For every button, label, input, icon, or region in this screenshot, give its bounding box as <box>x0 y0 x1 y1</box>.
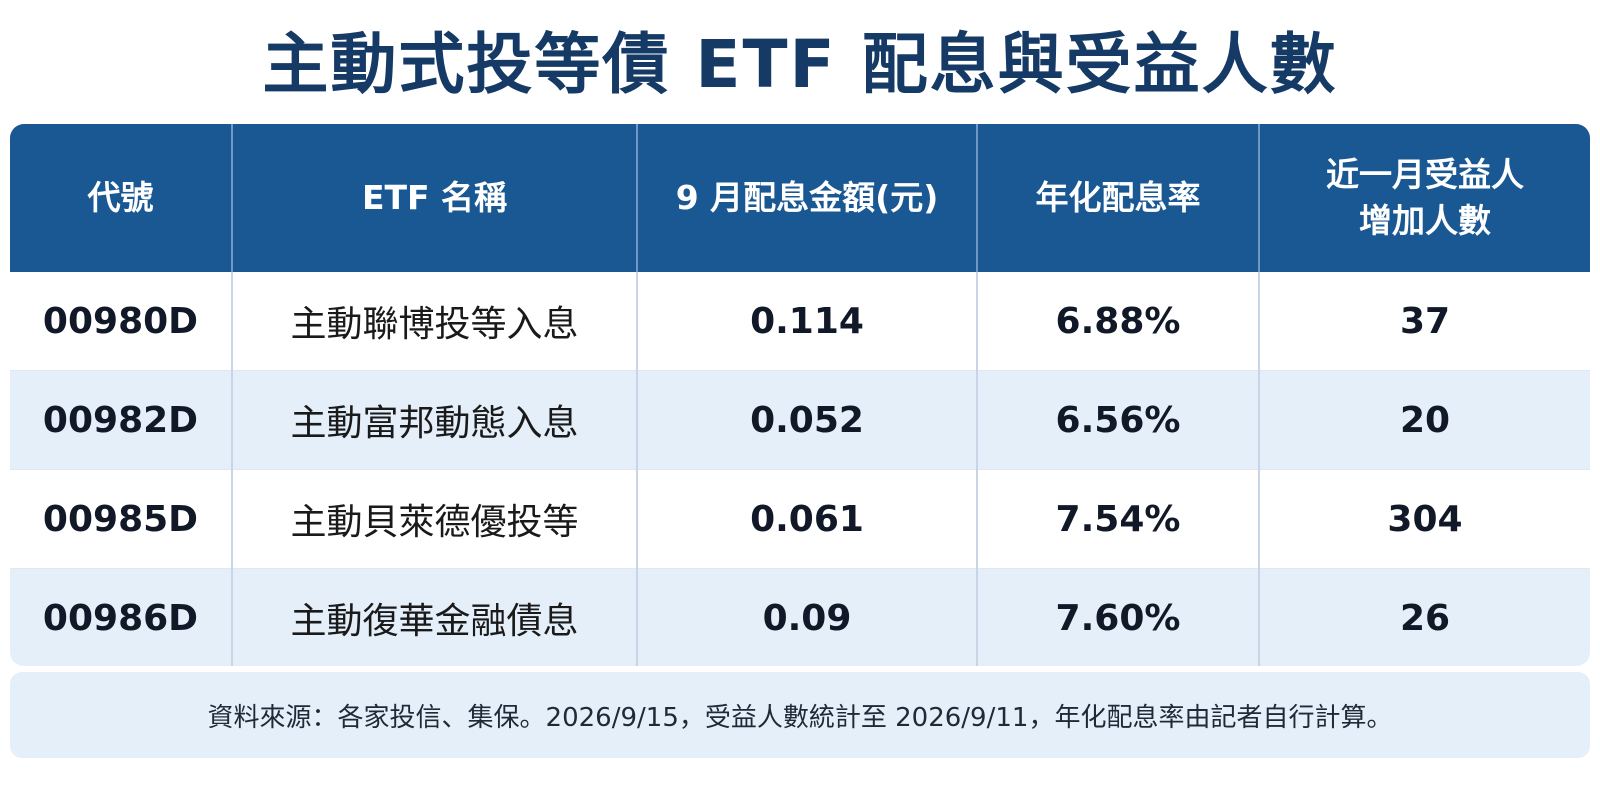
dividend-amount: 0.052 <box>637 370 978 470</box>
header-code: 代號 <box>10 124 233 272</box>
holders-increase: 37 <box>1259 272 1590 371</box>
table-body: 00980D 主動聯博投等入息 0.114 6.88% 37 00982D 主動… <box>10 272 1590 666</box>
table-row: 00985D 主動貝萊德優投等 0.061 7.54% 304 <box>10 469 1590 569</box>
table-header-row: 代號 ETF 名稱 9 月配息金額(元) 年化配息率 近一月受益人 增加人數 <box>10 124 1590 272</box>
etf-name: 主動聯博投等入息 <box>232 272 638 371</box>
table-row: 00982D 主動富邦動態入息 0.052 6.56% 20 <box>10 370 1590 470</box>
etf-table: 代號 ETF 名稱 9 月配息金額(元) 年化配息率 近一月受益人 增加人數 0… <box>10 124 1590 666</box>
etf-code: 00986D <box>10 568 233 666</box>
header-yield: 年化配息率 <box>977 124 1260 272</box>
table-row: 00986D 主動復華金融債息 0.09 7.60% 26 <box>10 568 1590 666</box>
dividend-amount: 0.061 <box>637 469 978 569</box>
table-row: 00980D 主動聯博投等入息 0.114 6.88% 37 <box>10 272 1590 371</box>
annual-yield: 7.54% <box>977 469 1260 569</box>
source-note: 資料來源：各家投信、集保。2026/9/15，受益人數統計至 2026/9/11… <box>10 672 1590 758</box>
annual-yield: 6.56% <box>977 370 1260 470</box>
holders-increase: 304 <box>1259 469 1590 569</box>
etf-table-card: 代號 ETF 名稱 9 月配息金額(元) 年化配息率 近一月受益人 增加人數 0… <box>10 124 1590 666</box>
annual-yield: 6.88% <box>977 272 1260 371</box>
etf-name: 主動富邦動態入息 <box>232 370 638 470</box>
header-holders-line1: 近一月受益人 <box>1326 155 1524 194</box>
dividend-amount: 0.114 <box>637 272 978 371</box>
etf-name: 主動復華金融債息 <box>232 568 638 666</box>
header-dividend: 9 月配息金額(元) <box>637 124 978 272</box>
annual-yield: 7.60% <box>977 568 1260 666</box>
table-header: 代號 ETF 名稱 9 月配息金額(元) 年化配息率 近一月受益人 增加人數 <box>10 124 1590 272</box>
etf-code: 00982D <box>10 370 233 470</box>
etf-code: 00985D <box>10 469 233 569</box>
holders-increase: 20 <box>1259 370 1590 470</box>
etf-name: 主動貝萊德優投等 <box>232 469 638 569</box>
header-holders-line2: 增加人數 <box>1359 201 1491 240</box>
holders-increase: 26 <box>1259 568 1590 666</box>
page-title: 主動式投等債 ETF 配息與受益人數 <box>262 26 1338 103</box>
header-holders: 近一月受益人 增加人數 <box>1259 124 1590 272</box>
etf-code: 00980D <box>10 272 233 371</box>
header-name: ETF 名稱 <box>232 124 638 272</box>
dividend-amount: 0.09 <box>637 568 978 666</box>
